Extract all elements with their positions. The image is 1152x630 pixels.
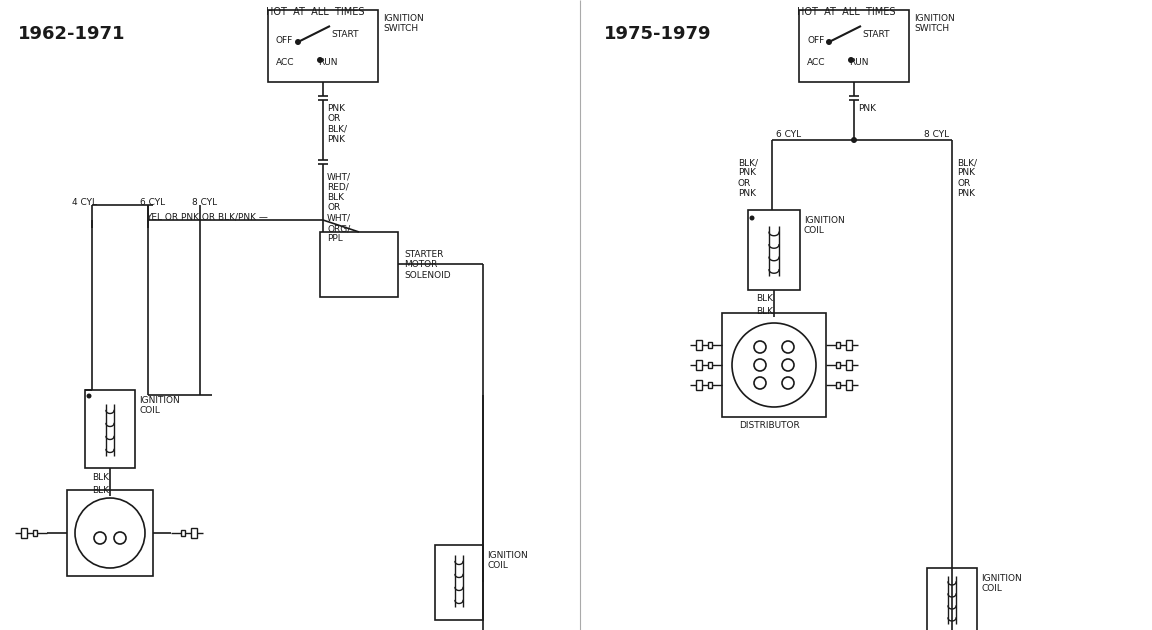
Text: BLK/
PNK
OR
PNK: BLK/ PNK OR PNK	[957, 158, 977, 198]
Circle shape	[295, 39, 301, 45]
Circle shape	[114, 532, 126, 544]
Text: 8 CYL: 8 CYL	[924, 130, 949, 139]
Bar	[927, 568, 977, 630]
Circle shape	[750, 215, 755, 220]
Circle shape	[782, 377, 794, 389]
Circle shape	[782, 359, 794, 371]
Text: RUN: RUN	[318, 58, 338, 67]
Text: IGNITION
COIL: IGNITION COIL	[982, 574, 1022, 593]
Circle shape	[782, 341, 794, 353]
Text: 1975-1979: 1975-1979	[604, 25, 712, 43]
Text: IGNITION
COIL: IGNITION COIL	[804, 216, 844, 236]
Circle shape	[317, 57, 323, 63]
Text: HOT  AT  ALL  TIMES: HOT AT ALL TIMES	[797, 7, 895, 17]
Bar	[722, 313, 826, 417]
Bar	[696, 380, 702, 390]
Circle shape	[75, 498, 145, 568]
Text: YEL OR PNK OR BLK/PNK —: YEL OR PNK OR BLK/PNK —	[146, 212, 268, 221]
Bar	[846, 340, 852, 350]
Circle shape	[732, 323, 816, 407]
Circle shape	[86, 394, 91, 399]
Bar	[708, 362, 712, 368]
Text: PNK: PNK	[858, 104, 876, 113]
Bar	[696, 340, 702, 350]
Bar	[320, 232, 397, 297]
Text: 4 CYL: 4 CYL	[71, 198, 97, 207]
Bar	[748, 210, 799, 290]
Bar	[268, 10, 378, 82]
Bar	[836, 362, 840, 368]
Circle shape	[851, 137, 857, 143]
Text: IGNITION
COIL: IGNITION COIL	[487, 551, 528, 570]
Bar	[191, 528, 197, 538]
Bar	[708, 342, 712, 348]
Text: BLK: BLK	[92, 486, 109, 495]
Bar	[799, 10, 909, 82]
Text: ACC: ACC	[276, 58, 295, 67]
Text: BLK/
PNK
OR
PNK: BLK/ PNK OR PNK	[738, 158, 758, 198]
Text: IGNITION
SWITCH: IGNITION SWITCH	[914, 14, 955, 33]
Circle shape	[755, 341, 766, 353]
Text: 1962-1971: 1962-1971	[18, 25, 126, 43]
Bar	[836, 342, 840, 348]
Text: IGNITION
COIL: IGNITION COIL	[139, 396, 180, 415]
Bar	[181, 530, 185, 536]
Text: BLK: BLK	[756, 307, 773, 316]
Text: START: START	[862, 30, 889, 39]
Bar	[846, 380, 852, 390]
Text: START: START	[331, 30, 358, 39]
Bar	[846, 360, 852, 370]
Text: DISTRIBUTOR: DISTRIBUTOR	[738, 421, 799, 430]
Text: OFF: OFF	[276, 36, 294, 45]
Text: PNK
OR
BLK/
PNK: PNK OR BLK/ PNK	[327, 104, 347, 144]
Bar	[85, 390, 135, 468]
Text: ACC: ACC	[808, 58, 826, 67]
Bar	[836, 382, 840, 388]
Text: BLK: BLK	[92, 473, 109, 482]
Text: OFF: OFF	[808, 36, 824, 45]
Text: 6 CYL: 6 CYL	[141, 198, 165, 207]
Circle shape	[848, 57, 854, 63]
Text: HOT  AT  ALL  TIMES: HOT AT ALL TIMES	[266, 7, 364, 17]
Bar	[33, 530, 37, 536]
Bar	[708, 382, 712, 388]
Text: STARTER
MOTOR
SOLENOID: STARTER MOTOR SOLENOID	[404, 250, 450, 280]
Bar	[67, 490, 153, 576]
Circle shape	[94, 532, 106, 544]
Text: RUN: RUN	[849, 58, 869, 67]
Text: WHT/
RED/
BLK
OR
WHT/
ORG/
PPL: WHT/ RED/ BLK OR WHT/ ORG/ PPL	[327, 172, 351, 243]
Circle shape	[755, 359, 766, 371]
Text: 8 CYL: 8 CYL	[192, 198, 217, 207]
Text: BLK: BLK	[756, 294, 773, 303]
Text: 6 CYL: 6 CYL	[776, 130, 801, 139]
Bar	[435, 545, 483, 620]
Bar	[696, 360, 702, 370]
Circle shape	[826, 39, 832, 45]
Circle shape	[755, 377, 766, 389]
Text: IGNITION
SWITCH: IGNITION SWITCH	[382, 14, 424, 33]
Bar	[21, 528, 26, 538]
